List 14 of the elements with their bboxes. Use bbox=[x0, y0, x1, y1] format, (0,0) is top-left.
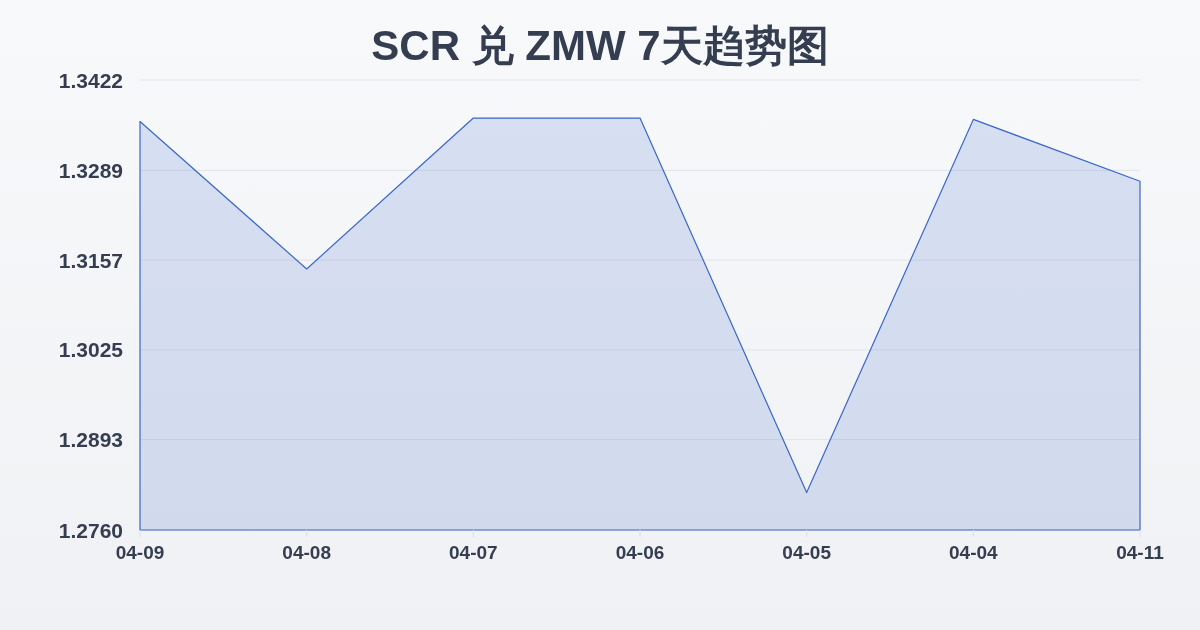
y-tick-label: 1.3422 bbox=[58, 68, 123, 92]
y-tick-label: 1.3289 bbox=[58, 158, 123, 182]
chart-title: SCR 兑 ZMW 7天趋势图 bbox=[371, 22, 829, 69]
x-tick-label: 04-07 bbox=[449, 542, 498, 563]
x-tick-label: 04-08 bbox=[282, 542, 331, 563]
x-tick-label: 04-05 bbox=[782, 542, 832, 563]
x-tick-label: 04-11 bbox=[1116, 542, 1165, 563]
y-tick-label: 1.3025 bbox=[58, 338, 124, 362]
x-tick-label: 04-04 bbox=[949, 542, 999, 563]
y-tick-label: 1.3157 bbox=[58, 248, 123, 272]
y-tick-label: 1.2893 bbox=[58, 428, 123, 452]
y-tick-label: 1.2760 bbox=[58, 518, 123, 542]
x-tick-label: 04-09 bbox=[115, 542, 165, 563]
x-tick-label: 04-06 bbox=[615, 542, 665, 563]
